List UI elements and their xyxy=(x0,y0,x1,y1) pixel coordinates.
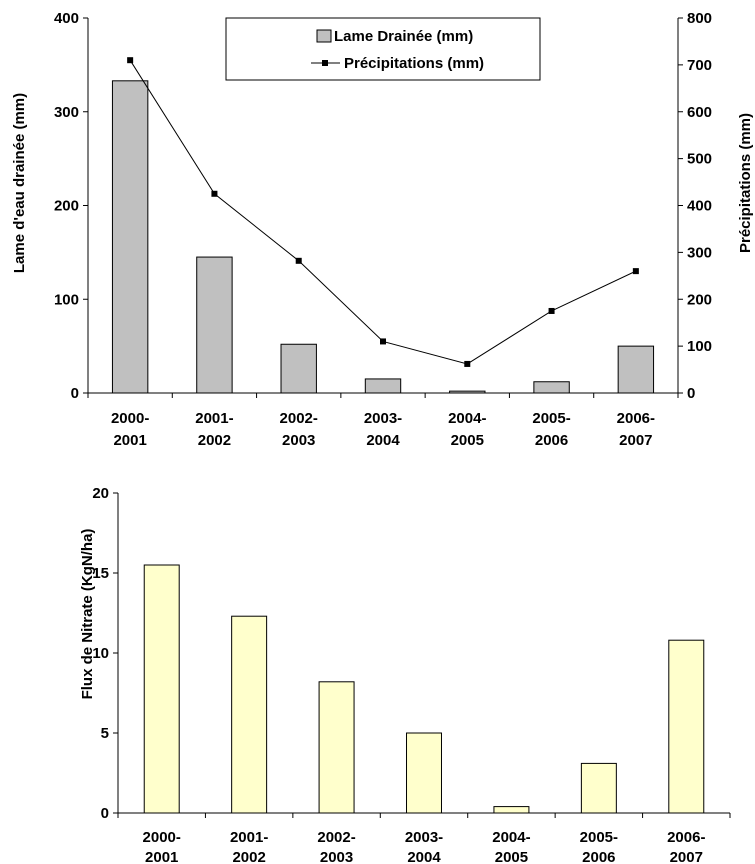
x-tick-label-line1: 2006- xyxy=(667,829,705,846)
y-tick-label-left: 200 xyxy=(54,198,79,215)
x-tick-label-line1: 2006- xyxy=(617,410,655,427)
x-tick-label-line2: 2004 xyxy=(407,849,441,864)
x-tick-label-line1: 2005- xyxy=(580,829,618,846)
x-tick-label-line1: 2001- xyxy=(230,829,268,846)
precipitation-point xyxy=(127,57,134,64)
precipitation-point xyxy=(548,307,555,314)
plot-area: 01002003004002000-20012001-20022002-2003… xyxy=(54,10,712,449)
y-tick-label-right: 0 xyxy=(687,385,695,402)
bar xyxy=(364,378,402,394)
precipitation-point xyxy=(380,338,386,345)
y-tick-label-right: 500 xyxy=(687,151,712,168)
y-tick-label-left: 300 xyxy=(54,104,79,121)
x-tick-label-line2: 2006 xyxy=(582,849,615,864)
x-tick-label-line2: 2005 xyxy=(451,432,484,449)
nitrate-flux-chart: 0 5 10 15 20 2000- 2001 2001- 2002 2002- 2003 2003-… xyxy=(79,485,731,864)
y-tick-label-left: 10 xyxy=(92,645,109,662)
y-tick-label-right: 600 xyxy=(687,104,712,121)
legend-marker-precipitations xyxy=(322,60,328,66)
x-tick-label-line2: 2002 xyxy=(198,432,231,449)
x-tick-label-line2: 2005 xyxy=(495,849,528,864)
legend-label-lame-drainee: Lame Drainée (mm) xyxy=(334,28,473,45)
bar xyxy=(196,256,233,394)
bar xyxy=(406,732,442,814)
x-tick-label-line2: 2006 xyxy=(535,432,568,449)
x-tick-label-line1: 2004- xyxy=(448,410,486,427)
precipitation-point xyxy=(211,190,218,197)
bar xyxy=(493,806,530,814)
x-tick-label-line1: 2003- xyxy=(405,829,443,846)
y-tick-label-left: 5 xyxy=(101,725,109,742)
bar xyxy=(668,639,705,814)
y-tick-label-left: 15 xyxy=(92,565,109,582)
x-tick-label-line1: 2000- xyxy=(111,410,149,427)
bar xyxy=(449,390,486,394)
y-tick-label-left: 0 xyxy=(101,805,109,822)
y-tick-label-right: 300 xyxy=(687,244,712,261)
bar xyxy=(533,381,570,394)
x-tick-label-line1: 2002- xyxy=(317,829,355,846)
bar xyxy=(318,681,355,814)
y-tick-label-left: 400 xyxy=(54,10,79,27)
bar xyxy=(580,762,617,814)
x-tick-label-line2: 2002 xyxy=(232,849,265,864)
y-tick-label-left: 100 xyxy=(54,291,79,308)
bar xyxy=(617,345,655,394)
x-tick-label-line1: 2004- xyxy=(492,829,530,846)
y-tick-label-right: 100 xyxy=(687,338,712,355)
x-tick-label-line2: 2007 xyxy=(619,432,652,449)
y-tick-label-right: 800 xyxy=(687,10,712,27)
legend-label-precipitations: Précipitations (mm) xyxy=(344,55,484,72)
y-tick-label-left: 20 xyxy=(92,485,109,502)
x-tick-label-line1: 2000- xyxy=(143,829,181,846)
bar xyxy=(231,615,268,814)
y-tick-label-right: 700 xyxy=(687,57,712,74)
x-tick-label-line2: 2004 xyxy=(366,432,400,449)
bar xyxy=(280,343,317,394)
right-axis-title: Précipitations (mm) xyxy=(737,113,754,253)
x-tick-label-line2: 2001 xyxy=(113,432,146,449)
left-axis-title: Flux de Nitrate (KgN/ha) xyxy=(79,529,96,700)
x-tick-label-line2: 2003 xyxy=(320,849,353,864)
legend-box xyxy=(225,17,541,81)
bar xyxy=(143,564,180,814)
x-tick-label-line2: 2007 xyxy=(670,849,703,864)
drainage-precipitation-chart: 01002003004002000-20012001-20022002-2003… xyxy=(11,10,754,449)
x-tick-label-line2: 2003 xyxy=(282,432,315,449)
x-tick-label-line1: 2003- xyxy=(364,410,402,427)
precipitation-point xyxy=(295,257,302,264)
left-axis-title: Lame d'eau drainée (mm) xyxy=(11,93,28,273)
plot-area: 0 5 10 15 20 2000- 2001 2001- 2002 2002- 2003 2003-… xyxy=(92,485,731,864)
legend: Lame Drainée (mm) Précipitations (mm) xyxy=(225,17,541,81)
x-tick-label-line1: 2001- xyxy=(195,410,233,427)
x-tick-label-line2: 2001 xyxy=(145,849,178,864)
legend-swatch-lame-drainee xyxy=(316,29,332,43)
y-tick-label-right: 400 xyxy=(687,198,712,215)
x-tick-label-line1: 2002- xyxy=(280,410,318,427)
y-tick-label-right: 200 xyxy=(687,291,712,308)
bar xyxy=(111,80,149,394)
x-tick-label-line1: 2005- xyxy=(532,410,570,427)
precipitation-point xyxy=(464,360,471,367)
y-tick-label-left: 0 xyxy=(71,385,79,402)
precipitation-point xyxy=(632,268,639,275)
